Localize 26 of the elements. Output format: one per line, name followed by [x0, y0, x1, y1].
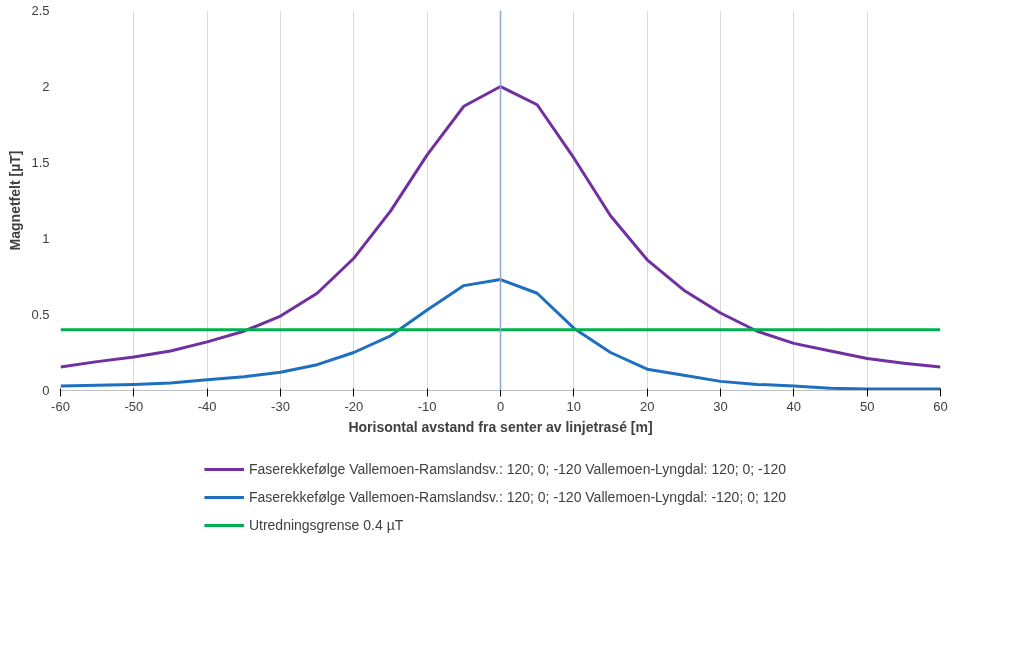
line-series [60, 85, 941, 369]
line-series [60, 278, 941, 391]
x-tick-label: -10 [417, 398, 437, 414]
x-tick-label: -20 [344, 398, 364, 414]
y-tick-label: 2.5 [31, 3, 50, 18]
x-tick-label: -30 [271, 398, 290, 414]
x-tick-label: 0 [496, 398, 505, 414]
y-tick-label: 0.5 [31, 307, 50, 322]
x-axis-title: Horisontal avstand fra senter av linjetrasé [m] [348, 418, 653, 435]
y-tick-label: 0 [42, 383, 50, 398]
x-tick-label: 50 [859, 398, 875, 414]
y-tick-label: 1 [42, 231, 50, 246]
y-tick-label: 1.5 [31, 155, 50, 170]
y-tick-label: 2 [42, 79, 50, 94]
x-tick-label: 30 [713, 398, 728, 414]
x-tick-label: -40 [197, 398, 217, 414]
x-tick-label: -50 [124, 398, 144, 414]
x-tick-label: 20 [639, 398, 655, 414]
x-tick-label: 60 [933, 398, 948, 414]
y-axis-title: Magnetfelt [µT] [7, 150, 24, 251]
legend-label: Faserekkefølge Vallemoen-Ramslandsv.: 120; 0; -120 Vallemoen-Lyngdal: 120; 0; -120 [248, 461, 787, 477]
x-tick-label: 10 [566, 398, 582, 414]
x-tick-label: 40 [786, 398, 802, 414]
legend-label: Faserekkefølge Vallemoen-Ramslandsv.: 120; 0; -120 Vallemoen-Lyngdal: -120; 0; 120 [248, 489, 787, 505]
x-tick-label: -60 [51, 398, 70, 414]
legend-label: Utredningsgrense 0.4 µT [248, 517, 404, 533]
